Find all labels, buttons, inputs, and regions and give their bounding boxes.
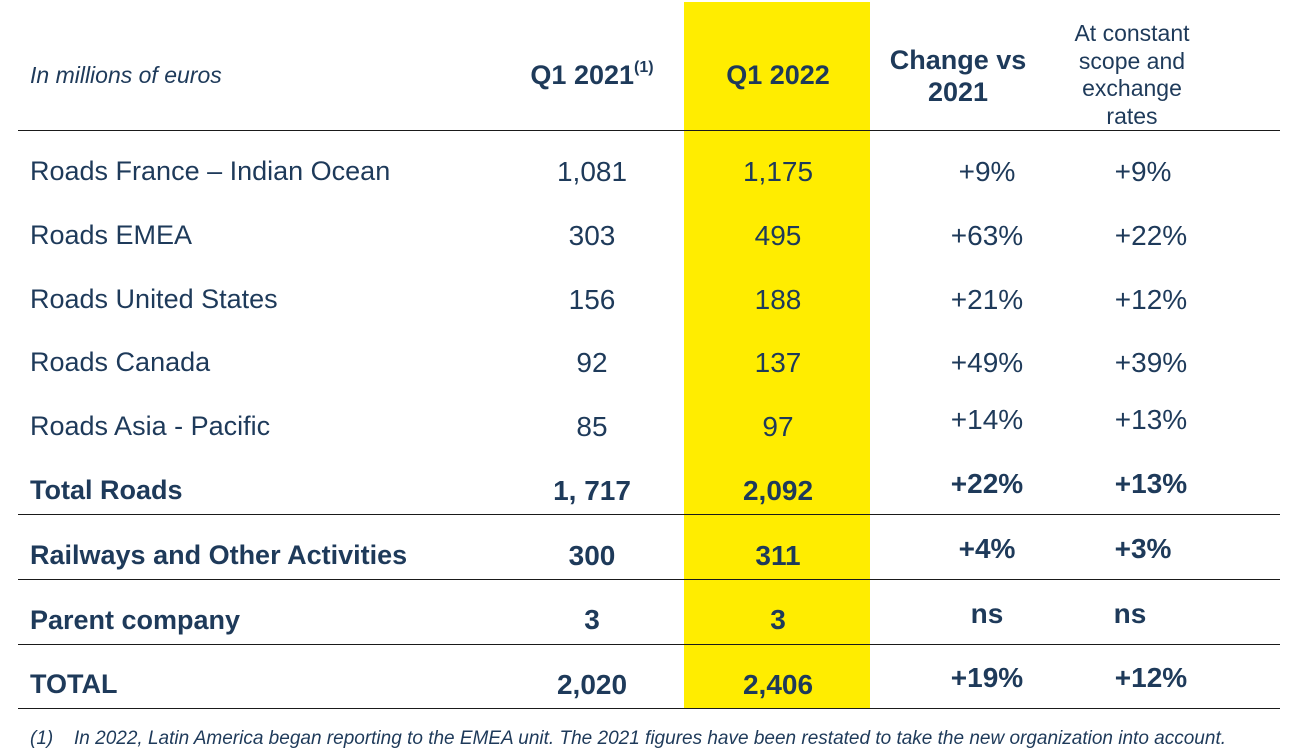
row-roads-canada-change: +49%: [950, 347, 1024, 378]
q1-2022-highlight-column: [684, 2, 870, 708]
row-roads-emea-q1-2021: 303: [568, 220, 616, 251]
row-total-roads-q1-2021: 1, 717: [553, 475, 631, 506]
footnote: (1) In 2022, Latin America began reportin…: [30, 729, 1226, 748]
row-label-roads-emea: Roads EMEA: [30, 220, 193, 250]
row-railways-change: +4%: [958, 533, 1016, 564]
unit-label: In millions of euros: [30, 62, 222, 88]
header-constant-line-1: At constant: [1074, 20, 1190, 46]
row-roads-emea-change: +63%: [950, 220, 1024, 251]
footnote-text: In 2022, Latin America began reporting t…: [74, 728, 1226, 749]
row-roads-emea-q1-2022: 495: [754, 220, 802, 251]
header-constant-line-3: exchange: [1082, 75, 1182, 102]
header-constant-line-2: scope and: [1078, 47, 1186, 74]
row-label-roads-asia-pacific: Roads Asia - Pacific: [30, 411, 271, 441]
row-total-q1-2022: 2,406: [742, 669, 814, 700]
row-roads-us-constant: +12%: [1114, 284, 1188, 315]
total-roads-rule: [18, 514, 1280, 515]
row-parent-q1-2022: 3: [770, 604, 786, 635]
row-parent-constant: ns: [1113, 598, 1147, 629]
row-roads-asia-q1-2021: 85: [576, 411, 608, 442]
row-roads-emea-constant: +22%: [1114, 220, 1188, 251]
header-change-vs-2021: Change vs 2021: [868, 44, 1048, 109]
row-roads-us-change: +21%: [950, 284, 1024, 315]
header-q1-2021-footnote-mark: (1): [634, 59, 654, 76]
row-label-roads-united-states: Roads United States: [30, 284, 278, 314]
row-label-roads-france: Roads France – Indian Ocean: [30, 156, 391, 186]
row-total-roads-constant: +13%: [1114, 468, 1188, 499]
total-rule: [18, 708, 1280, 709]
row-roads-canada-q1-2022: 137: [754, 347, 802, 378]
row-roads-france-q1-2022: 1,175: [742, 156, 814, 187]
row-railways-q1-2022: 311: [755, 540, 801, 571]
row-label-total-roads: Total Roads: [30, 475, 183, 505]
row-label-railways: Railways and Other Activities: [30, 540, 408, 570]
row-roads-canada-constant: +39%: [1114, 347, 1188, 378]
railways-rule: [18, 579, 1280, 580]
row-roads-us-q1-2021: 156: [568, 284, 616, 315]
row-roads-asia-constant: +13%: [1114, 404, 1188, 435]
row-roads-france-q1-2021: 1,081: [556, 156, 628, 187]
row-total-roads-q1-2022: 2,092: [742, 475, 814, 506]
row-parent-change: ns: [970, 598, 1004, 629]
row-roads-asia-q1-2022: 97: [762, 411, 794, 442]
header-constant-scope: At constant scope and exchange rates: [1052, 20, 1212, 130]
row-railways-constant: +3%: [1114, 533, 1172, 564]
parent-company-rule: [18, 644, 1280, 645]
header-q1-2021-text: Q1 2021: [530, 60, 635, 90]
row-total-roads-change: +22%: [950, 468, 1024, 499]
header-rule: [18, 130, 1280, 131]
header-change-line-1: Change vs: [889, 45, 1027, 75]
row-railways-q1-2021: 300: [568, 540, 616, 571]
row-roads-canada-q1-2021: 92: [576, 347, 608, 378]
row-roads-france-change: +9%: [958, 156, 1016, 187]
header-q1-2021: Q1 2021(1): [530, 59, 654, 90]
header-constant-line-4: rates: [1106, 102, 1158, 129]
header-q1-2022: Q1 2022: [726, 60, 830, 90]
row-total-change: +19%: [950, 662, 1024, 693]
row-roads-france-constant: +9%: [1114, 156, 1172, 187]
row-label-total: TOTAL: [30, 669, 118, 699]
row-roads-us-q1-2022: 188: [754, 284, 802, 315]
row-parent-q1-2021: 3: [584, 604, 600, 635]
row-label-roads-canada: Roads Canada: [30, 347, 211, 377]
row-total-constant: +12%: [1114, 662, 1188, 693]
header-change-line-2: 2021: [927, 77, 989, 108]
footnote-mark: (1): [30, 728, 54, 749]
row-roads-asia-change: +14%: [950, 404, 1024, 435]
row-label-parent-company: Parent company: [30, 605, 241, 635]
row-total-q1-2021: 2,020: [556, 669, 628, 700]
